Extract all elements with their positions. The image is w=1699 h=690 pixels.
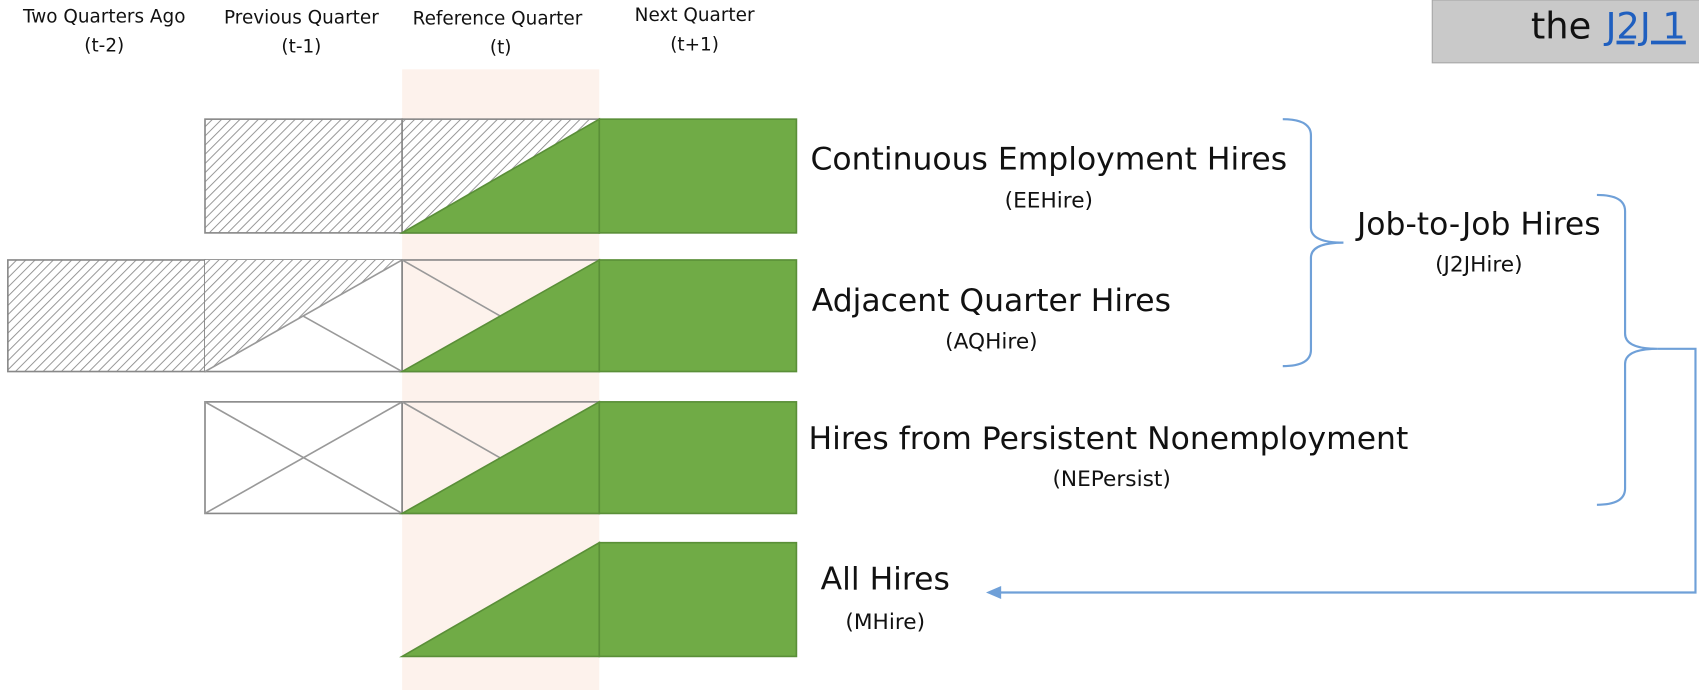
row-m [399,541,798,658]
braces [985,118,1697,600]
row-aq [7,258,798,373]
row-code: (EEHire) [1005,188,1093,213]
cell [598,259,798,373]
row-ee [204,117,798,234]
corner-text: the [1531,5,1591,48]
group-code: (J2JHire) [1435,252,1523,277]
corner-link[interactable]: J2J 1 [1604,5,1686,48]
column-headers: Two Quarters Ago (t-2) Previous Quarter … [22,5,755,58]
row-code: (AQHire) [945,329,1037,354]
column-period: (t) [490,38,512,59]
column-period: (t-1) [281,37,321,58]
column-period: (t-2) [84,36,124,57]
cell [7,259,206,373]
row-labels: Continuous Employment Hires (EEHire) Adj… [808,141,1600,635]
cell [204,118,403,234]
row-label: Continuous Employment Hires [810,141,1287,177]
cell [598,541,798,658]
column-label: Two Quarters Ago [22,6,185,27]
cell [598,118,798,234]
column-label: Next Quarter [635,5,755,26]
corner-box: the J2J 1 [1431,0,1699,64]
column-label: Reference Quarter [413,8,583,29]
row-code: (MHire) [845,610,925,635]
row-label: All Hires [821,562,950,598]
row-label: Hires from Persistent Nonemployment [808,421,1408,457]
column-period: (t+1) [670,34,719,55]
column-label: Previous Quarter [224,7,379,28]
group-label: Job-to-Job Hires [1355,206,1601,242]
cell [598,401,798,515]
corner-panel [1431,0,1699,64]
row-ne [204,400,798,515]
row-label: Adjacent Quarter Hires [812,283,1171,319]
row-code: (NEPersist) [1052,467,1170,492]
